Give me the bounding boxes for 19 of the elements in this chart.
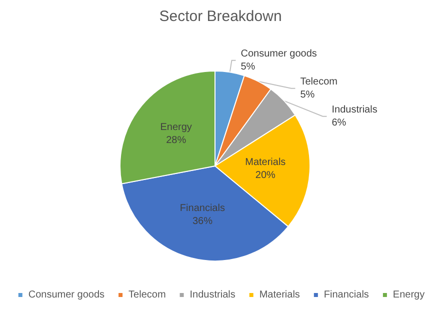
slice-label: Telecom	[300, 76, 338, 88]
legend-label: Consumer goods	[28, 290, 105, 300]
legend-label: Industrials	[190, 290, 236, 300]
legend-label: Financials	[324, 290, 369, 300]
slice-label: Financials	[180, 202, 225, 214]
legend-label: Telecom	[128, 290, 166, 300]
data-label: 20%	[255, 170, 276, 182]
chart-title: Sector Breakdown	[159, 8, 282, 25]
slice-label: Industrials	[332, 104, 378, 116]
legend-label: Energy	[392, 290, 425, 300]
slice-label: Consumer goods	[240, 48, 317, 60]
data-label: 5%	[240, 61, 256, 72]
slice-label: Energy	[160, 122, 192, 133]
data-label: 28%	[166, 134, 186, 146]
data-label: 5%	[300, 89, 315, 100]
data-label: 36%	[192, 216, 213, 227]
slice-label: Materials	[245, 157, 286, 168]
legend-label: Materials	[259, 290, 300, 300]
data-label: 6%	[332, 117, 346, 128]
